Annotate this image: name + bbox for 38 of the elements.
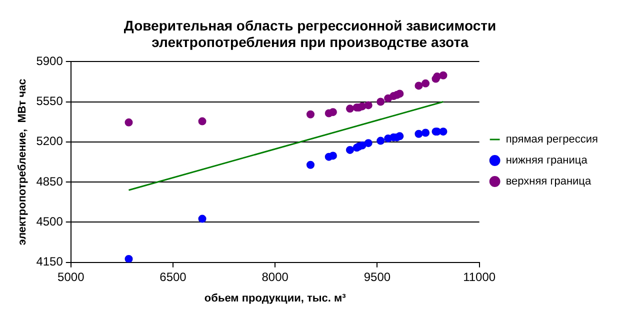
point xyxy=(376,98,385,106)
point xyxy=(422,128,430,137)
point xyxy=(396,90,404,98)
x-tick-label: 6500 xyxy=(160,270,187,284)
point xyxy=(439,71,448,80)
x-tick-label: 11000 xyxy=(463,270,496,284)
y-tick-label: 5200 xyxy=(36,134,64,148)
x-axis-title: обьем продукции, тыс. м³ xyxy=(204,292,346,304)
y-tick-label: 4500 xyxy=(36,214,64,229)
point xyxy=(396,132,404,140)
point xyxy=(358,141,366,150)
legend-label: прямая регрессия xyxy=(506,134,598,146)
point xyxy=(306,160,314,169)
x-tick-label: 5000 xyxy=(58,270,85,284)
point xyxy=(364,139,372,148)
legend-label: верхняя граница xyxy=(506,176,592,188)
point xyxy=(346,104,354,113)
legend-label: нижняя граница xyxy=(506,154,588,167)
y-tick-label: 5550 xyxy=(36,94,64,108)
point xyxy=(306,110,314,118)
point xyxy=(124,254,133,262)
point xyxy=(414,82,423,90)
y-tick-label: 4850 xyxy=(36,174,64,188)
point xyxy=(198,117,206,126)
point xyxy=(124,118,133,126)
point xyxy=(439,128,448,136)
point xyxy=(198,214,206,223)
point xyxy=(376,136,385,145)
point xyxy=(422,79,430,88)
point xyxy=(414,130,423,138)
y-tick-label: 5900 xyxy=(36,54,64,68)
point xyxy=(364,101,372,110)
y-axis-title: электропотребление, МВт час xyxy=(16,78,29,246)
point xyxy=(346,146,354,154)
x-tick-label: 8000 xyxy=(262,270,289,284)
chart-title: Доверительная область регрессионной зависимости электропотребления при производстве азота xyxy=(124,17,496,50)
y-tick-label: 4150 xyxy=(36,254,64,269)
x-tick-label: 9500 xyxy=(364,270,391,284)
